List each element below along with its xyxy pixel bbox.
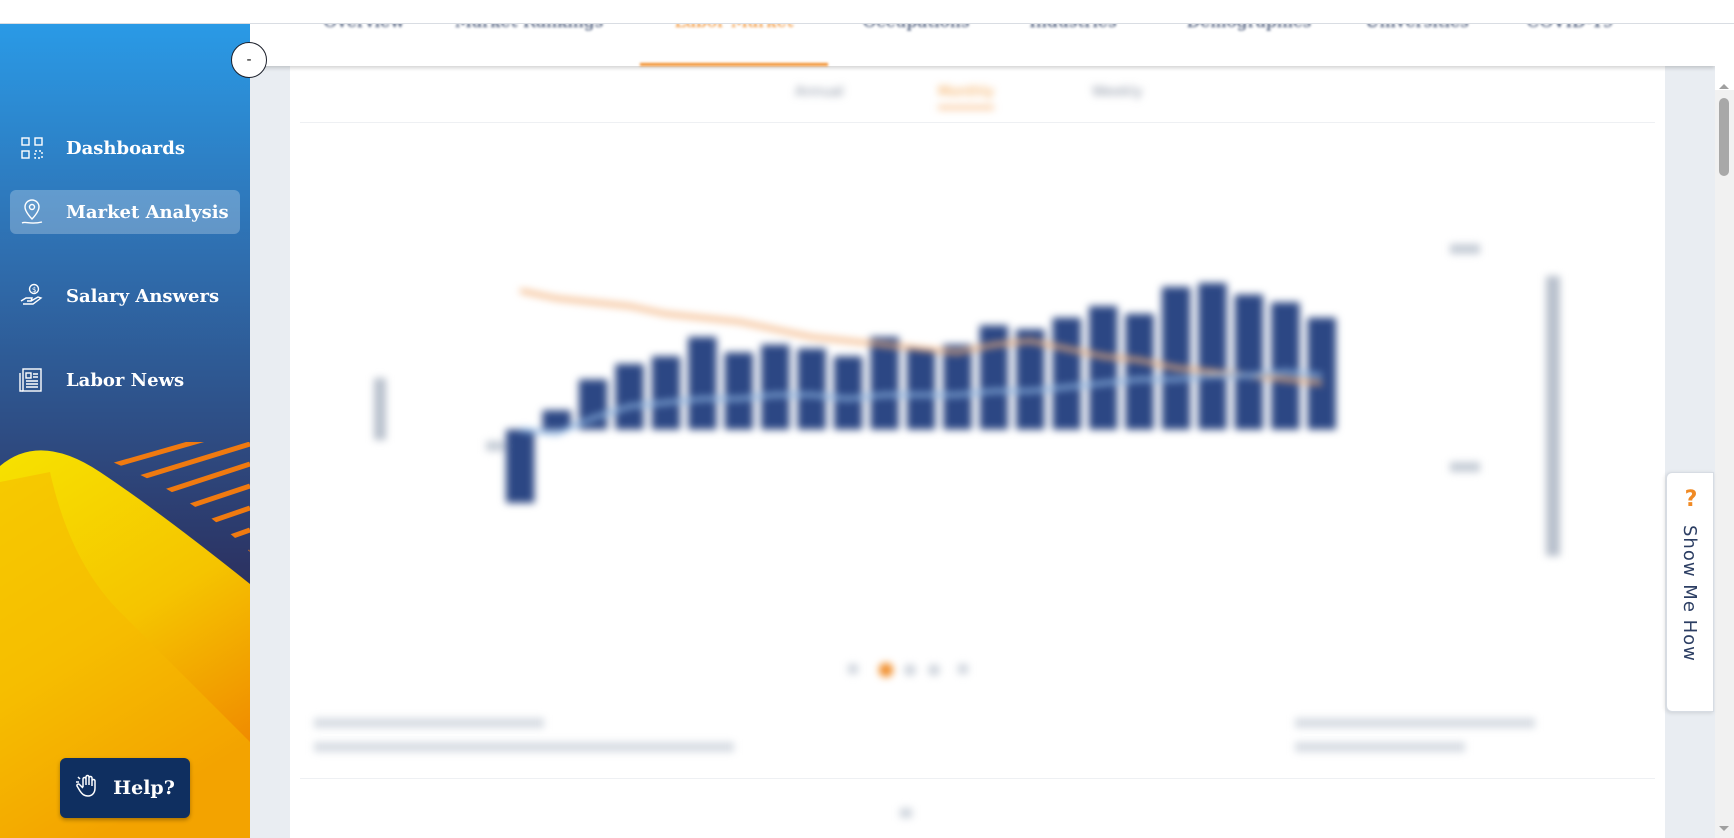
chart-bar [797,348,826,430]
series-line-primary [519,288,1323,386]
scroll-down-arrow[interactable] [1719,826,1729,831]
chart-bar [1198,283,1227,430]
y-axis-title-left [374,378,386,440]
source-note-line-2 [314,742,734,752]
period-subtabs: Annual Monthly Weekly [290,66,1665,110]
show-me-how-label: Show Me How [1679,525,1700,662]
labor-market-chart [374,244,1560,677]
chart-bar [1016,329,1045,430]
sidebar-decoration [0,442,250,838]
scroll-up-arrow[interactable] [1719,84,1729,89]
pager-dot-1[interactable] [879,663,893,677]
expand-chevron-icon[interactable] [900,808,912,818]
hand-coin-icon: $ [18,282,46,310]
chart-bar [651,356,681,430]
main-content: Overview Market Rankings Labor Market Oc… [250,24,1715,838]
tab-market-rankings[interactable]: Market Rankings [448,24,610,66]
sidebar-item-label: Salary Answers [66,285,220,307]
chart-pager[interactable] [848,663,968,677]
tab-bar: Overview Market Rankings Labor Market Oc… [250,24,1715,66]
map-pin-icon [18,198,46,226]
chart-bar [943,344,972,430]
newspaper-icon [18,366,46,394]
series-line-secondary [519,369,1323,436]
footnote-right-line-1 [1295,718,1535,728]
chart-bar [1271,302,1300,430]
tab-overview[interactable]: Overview [316,24,412,66]
sidebar-item-market-analysis[interactable]: Market Analysis [10,190,240,234]
collapse-sidebar-button[interactable]: - [231,42,267,78]
page-scrollbar[interactable] [1715,84,1734,838]
tab-industries[interactable]: Industries [1018,24,1128,66]
chart-bar [1161,286,1191,430]
sidebar-item-label: Labor News [66,369,185,391]
pager-dot-3[interactable] [928,664,940,676]
chart-bar [724,352,754,430]
card-divider [300,122,1655,123]
chart-bar [688,337,717,430]
card-footer-divider [300,778,1655,779]
subtab-monthly[interactable]: Monthly [938,84,995,109]
sidebar: Dashboards Market Analysis $ Salary Answ… [0,24,250,838]
tab-occupations[interactable]: Occupations [854,24,978,66]
y-axis-tick-right-top [1450,244,1480,254]
svg-text:$: $ [32,286,36,294]
chart-bar [979,325,1009,430]
footnote-right-line-2 [1295,742,1465,752]
tab-labor-market[interactable]: Labor Market [640,24,828,66]
sidebar-item-dashboards[interactable]: Dashboards [10,126,240,170]
tab-universities[interactable]: Universities [1356,24,1478,66]
scroll-thumb[interactable] [1719,98,1729,176]
dashboard-grid-icon [18,134,46,162]
chart-bar [870,337,899,430]
y-axis-left [374,378,504,451]
y-axis-tick-left [486,441,504,451]
pager-prev[interactable] [848,664,858,674]
sidebar-item-salary-answers[interactable]: $ Salary Answers [10,274,240,318]
y-axis-tick-right-bottom [1450,462,1480,472]
show-me-how-tab[interactable]: ? Show Me How [1666,472,1714,712]
chart-bar [1234,294,1264,430]
chart-bar [1088,306,1118,430]
y-axis-title-right [1546,276,1560,556]
hand-wave-icon [75,773,101,804]
chart-bar [1125,313,1154,430]
y-axis-right [1450,244,1560,556]
chart-bar [833,356,863,430]
question-mark-icon: ? [1684,487,1698,512]
tab-demographics[interactable]: Demographics [1170,24,1328,66]
subtab-annual[interactable]: Annual [795,84,844,100]
help-button[interactable]: Help? [60,758,190,818]
chart-bar [542,410,571,430]
sidebar-item-label: Dashboards [66,137,185,159]
help-label: Help? [113,777,175,799]
tab-covid-19[interactable]: COVID-19 [1520,24,1620,66]
sidebar-item-label: Market Analysis [66,201,229,223]
chart-bar [615,364,644,430]
chart-card: Annual Monthly Weekly [290,66,1665,838]
chart-bar [506,429,535,503]
chart-bar [761,344,790,430]
chart-bar [1052,317,1081,430]
sidebar-item-labor-news[interactable]: Labor News [10,358,240,402]
pager-dot-2[interactable] [904,664,916,676]
source-note-line-1 [314,718,544,728]
window-top-strip [0,0,1734,24]
chart-bar [906,348,936,430]
subtab-weekly[interactable]: Weekly [1092,84,1143,100]
pager-next[interactable] [958,664,968,674]
